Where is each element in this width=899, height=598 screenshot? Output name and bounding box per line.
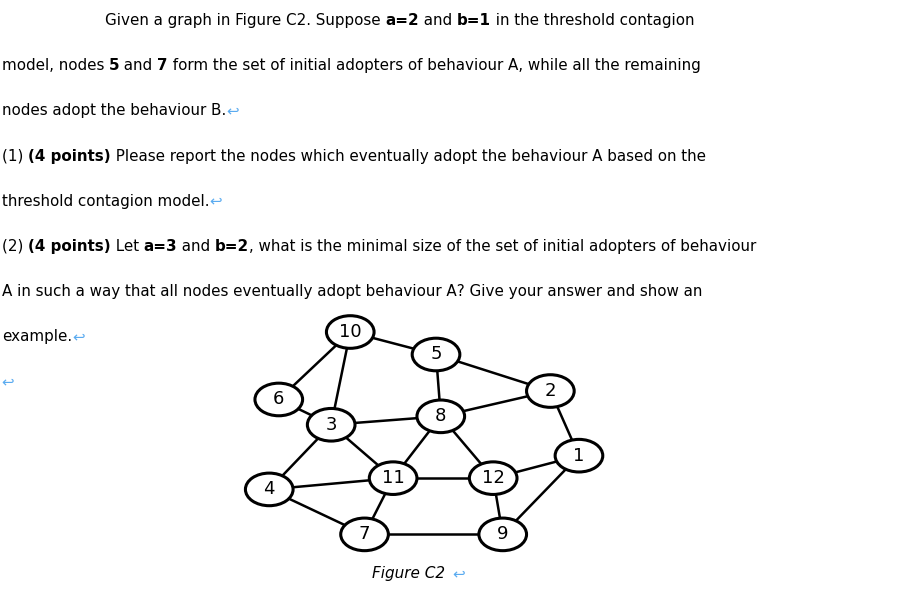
Text: Let: Let: [111, 239, 144, 254]
Ellipse shape: [326, 316, 374, 348]
Text: b=2: b=2: [215, 239, 249, 254]
Text: model, nodes: model, nodes: [2, 59, 109, 74]
Text: 9: 9: [497, 526, 509, 544]
Ellipse shape: [556, 440, 602, 472]
Text: example.: example.: [2, 329, 72, 344]
Text: 5: 5: [431, 346, 441, 364]
Ellipse shape: [245, 473, 293, 506]
Text: ↩: ↩: [2, 374, 14, 389]
Text: (1): (1): [2, 148, 28, 164]
Text: 12: 12: [482, 469, 504, 487]
Ellipse shape: [412, 338, 459, 371]
Text: in the threshold contagion: in the threshold contagion: [491, 13, 695, 28]
Text: (2): (2): [2, 239, 28, 254]
Text: ↩: ↩: [226, 103, 238, 118]
Ellipse shape: [307, 408, 355, 441]
Text: , what is the minimal size of the set of initial adopters of behaviour: , what is the minimal size of the set of…: [249, 239, 756, 254]
Text: 10: 10: [339, 323, 361, 341]
Text: 7: 7: [359, 526, 370, 544]
Ellipse shape: [527, 375, 574, 407]
Text: 4: 4: [263, 480, 275, 498]
Text: 5: 5: [109, 59, 120, 74]
Text: 2: 2: [545, 382, 556, 400]
Text: and: and: [419, 13, 457, 28]
Text: ↩: ↩: [452, 567, 465, 582]
Text: 7: 7: [157, 59, 168, 74]
Text: 11: 11: [382, 469, 405, 487]
Text: 6: 6: [273, 390, 284, 408]
Ellipse shape: [479, 518, 527, 551]
Text: and: and: [120, 59, 157, 74]
Text: a=3: a=3: [144, 239, 177, 254]
Text: 8: 8: [435, 407, 447, 425]
Ellipse shape: [255, 383, 303, 416]
Ellipse shape: [417, 400, 465, 432]
Text: Please report the nodes which eventually adopt the behaviour A based on the: Please report the nodes which eventually…: [111, 148, 706, 164]
Text: 1: 1: [574, 447, 584, 465]
Text: Given a graph in Figure C2. Suppose: Given a graph in Figure C2. Suppose: [105, 13, 386, 28]
Text: (4 points): (4 points): [28, 239, 111, 254]
Ellipse shape: [469, 462, 517, 495]
Text: A in such a way that all nodes eventually adopt behaviour A? Give your answer an: A in such a way that all nodes eventuall…: [2, 284, 702, 299]
Text: 3: 3: [325, 416, 337, 434]
Text: (4 points): (4 points): [28, 148, 111, 164]
Text: and: and: [177, 239, 215, 254]
Text: b=1: b=1: [457, 13, 491, 28]
Text: ↩: ↩: [72, 329, 85, 344]
Text: threshold contagion model.: threshold contagion model.: [2, 194, 209, 209]
Text: a=2: a=2: [386, 13, 419, 28]
Text: form the set of initial adopters of behaviour A, while all the remaining: form the set of initial adopters of beha…: [168, 59, 700, 74]
Text: Figure C2: Figure C2: [372, 566, 446, 581]
Text: nodes adopt the behaviour B.: nodes adopt the behaviour B.: [2, 103, 226, 118]
Ellipse shape: [369, 462, 417, 495]
Ellipse shape: [341, 518, 388, 551]
Text: ↩: ↩: [209, 194, 222, 209]
